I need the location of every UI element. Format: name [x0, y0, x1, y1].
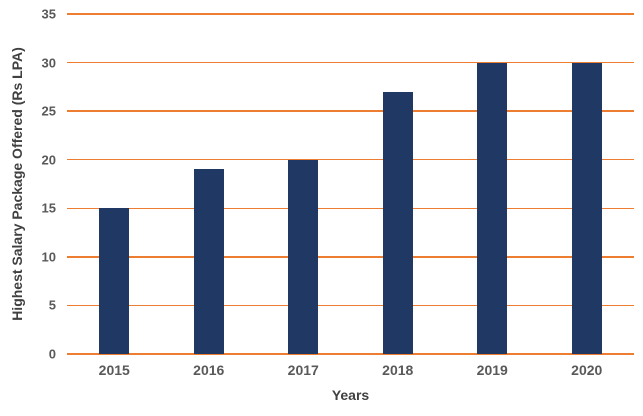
x-tick-label-2020: 2020 [571, 362, 603, 378]
y-tick-label-20: 20 [41, 152, 56, 168]
x-axis-title: Years [331, 387, 370, 403]
y-tick-label-5: 5 [48, 297, 56, 313]
y-tick-label-0: 0 [48, 346, 56, 362]
gridline-y-30 [67, 61, 634, 64]
plot-area [67, 13, 634, 355]
x-tick-label-2016: 2016 [193, 362, 225, 378]
bar-2015 [99, 208, 130, 354]
y-tick-label-30: 30 [41, 55, 56, 71]
gridline-y-35 [67, 13, 634, 15]
bar-2017 [288, 159, 319, 354]
y-axis-tick-labels: 0 5 10 15 20 25 30 35 [0, 8, 56, 361]
gridline-y-0 [67, 353, 634, 355]
x-tick-label-2017: 2017 [287, 362, 319, 378]
x-tick-label-2018: 2018 [382, 362, 414, 378]
bar-2020 [571, 62, 602, 354]
x-axis-tick-labels: 2015 2016 2017 2018 2019 2020 [67, 363, 634, 383]
gridline-y-20 [67, 158, 634, 161]
y-tick-label-10: 10 [41, 249, 56, 265]
gridline-y-25 [67, 110, 634, 112]
y-tick-label-25: 25 [41, 103, 56, 119]
bar-2019 [477, 62, 508, 354]
x-tick-label-2015: 2015 [98, 362, 130, 378]
gridline-y-15 [67, 207, 634, 210]
x-tick-label-2019: 2019 [476, 362, 508, 378]
bar-2016 [193, 169, 224, 354]
gridline-y-10 [67, 256, 634, 258]
y-tick-label-35: 35 [41, 6, 56, 22]
bar-2018 [382, 91, 413, 354]
y-tick-label-15: 15 [41, 200, 56, 216]
gridline-y-5 [67, 304, 634, 307]
